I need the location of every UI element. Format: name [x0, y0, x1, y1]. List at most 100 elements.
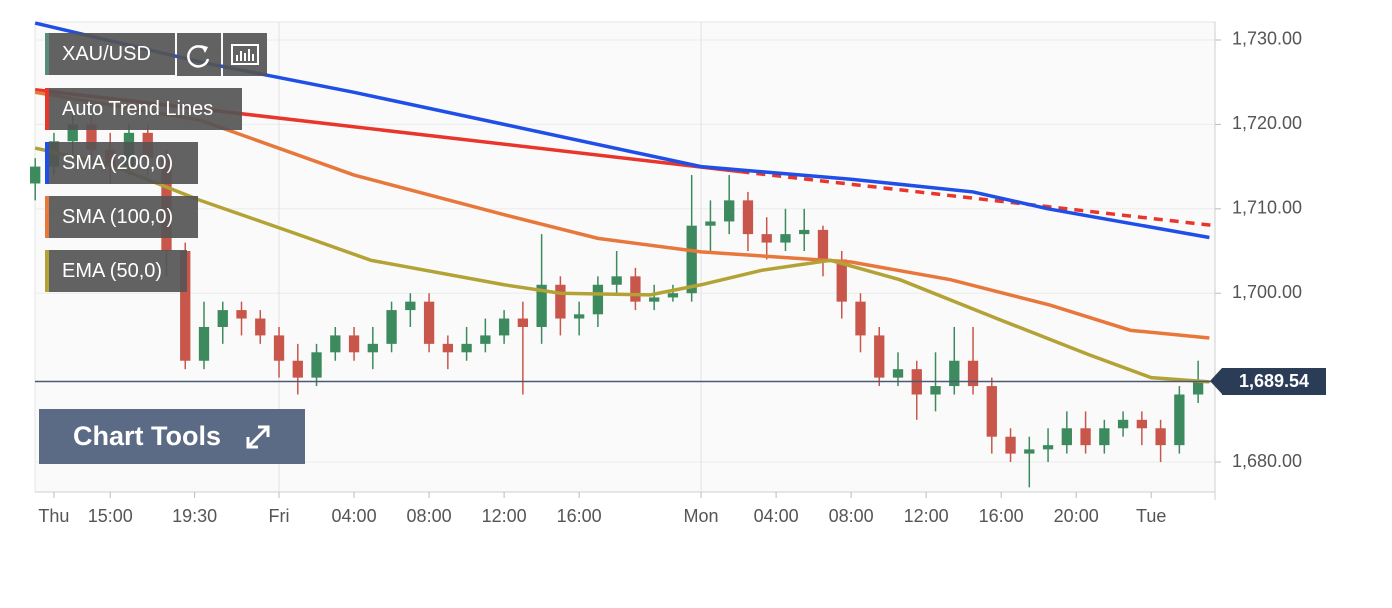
indicator-button[interactable] [223, 33, 267, 76]
legend-stripe [45, 88, 49, 130]
series-line [34, 146, 1210, 384]
candle-body [67, 124, 78, 142]
icon-bars [236, 49, 254, 61]
legend-item[interactable]: SMA (200,0) [45, 142, 198, 184]
legend-label: Auto Trend Lines [62, 98, 214, 120]
candle-body [742, 200, 754, 235]
candle-body [686, 225, 697, 294]
y-tick-label: 1,680.00 [1232, 451, 1302, 471]
legend-label: XAU/USD [62, 43, 151, 65]
x-tick-label: 12:00 [904, 506, 949, 526]
candle-body [1024, 449, 1035, 454]
legend-stripe [45, 142, 49, 184]
candle-body [180, 251, 191, 361]
candle-body [780, 234, 791, 243]
legend-stripe [45, 250, 49, 292]
candle-body [836, 259, 847, 302]
candle-body [630, 276, 641, 302]
candle-body [611, 276, 622, 285]
candle-body [423, 301, 435, 344]
candle-body [348, 335, 360, 353]
candle-body [761, 234, 772, 243]
refresh-arrow [201, 45, 208, 53]
y-tick-label: 1,700.00 [1232, 282, 1302, 302]
x-tick-label: 04:00 [332, 506, 377, 526]
x-tick-label: 20:00 [1054, 506, 1099, 526]
candle-body [1061, 428, 1072, 446]
candle-body [649, 297, 660, 302]
candle-body [480, 335, 491, 344]
candle-body [311, 352, 322, 378]
candle-body [949, 360, 960, 387]
x-tick-label: 16:00 [979, 506, 1024, 526]
candle-body [986, 386, 997, 437]
candle-body [817, 229, 829, 260]
candle-body [799, 229, 810, 235]
legend-item[interactable]: EMA (50,0) [45, 250, 187, 292]
candle-body [498, 318, 510, 336]
legend-label: EMA (50,0) [62, 260, 163, 282]
candle-body [517, 318, 529, 327]
candle-body [1174, 394, 1185, 446]
legend-symbol[interactable]: XAU/USD [45, 33, 175, 75]
x-tick-label: Mon [684, 506, 719, 526]
x-tick-label: Fri [269, 506, 290, 526]
legend-stripe [45, 196, 49, 238]
candle-body [442, 343, 453, 353]
candle-body [236, 310, 247, 319]
candle-body [1005, 436, 1016, 454]
icon-frame [231, 44, 259, 65]
candle-body [86, 124, 97, 150]
candle-body [1192, 381, 1204, 395]
x-tick-label: 19:30 [172, 506, 217, 526]
candle-body [555, 284, 566, 319]
candle-body [573, 314, 585, 319]
legend-item[interactable]: SMA (100,0) [45, 196, 198, 238]
refresh-button[interactable] [177, 33, 221, 76]
chart-tools-label: Chart Tools [73, 421, 221, 451]
candle-body [705, 221, 716, 226]
candle-body [930, 386, 941, 395]
y-tick-label: 1,720.00 [1232, 113, 1302, 133]
candle-body [1099, 428, 1110, 446]
y-tick-label: 1,730.00 [1232, 29, 1302, 49]
expand-icon [246, 425, 270, 449]
legend-stripe [45, 33, 49, 75]
x-tick-label: 08:00 [407, 506, 452, 526]
candle-body [330, 335, 341, 353]
indicator-icon [231, 44, 259, 65]
x-tick-label: Thu [38, 506, 69, 526]
candle-body [1080, 428, 1091, 446]
chart-tools-button[interactable]: Chart Tools [39, 409, 305, 464]
candle-body [273, 335, 285, 361]
candle-body [30, 166, 41, 184]
candle-body [667, 293, 679, 298]
candle-body [255, 318, 266, 336]
candle-body [874, 335, 885, 378]
legend-label: SMA (200,0) [62, 152, 174, 174]
current-price-label: 1,689.54 [1210, 368, 1326, 395]
candle-body [461, 343, 472, 353]
candle-body [1136, 419, 1148, 429]
x-tick-label: 15:00 [88, 506, 133, 526]
candle-body [592, 284, 604, 315]
series-line [34, 90, 1210, 340]
candle-body [386, 310, 397, 344]
legend-item[interactable]: Auto Trend Lines [45, 88, 242, 130]
x-tick-label: 16:00 [557, 506, 602, 526]
candle-body [367, 343, 378, 353]
candle-body [724, 200, 735, 222]
y-tick-label: 1,710.00 [1232, 198, 1302, 218]
refresh-arc [187, 45, 210, 68]
x-tick-label: 12:00 [482, 506, 527, 526]
candle-body [292, 360, 303, 378]
x-tick-label: Tue [1136, 506, 1166, 526]
candle-body [967, 360, 979, 387]
candle-body [405, 301, 416, 311]
candle-body [1117, 419, 1129, 429]
x-tick-label: 04:00 [754, 506, 799, 526]
candle-body [198, 326, 210, 361]
candle-body [855, 301, 866, 336]
legend-label: SMA (100,0) [62, 206, 174, 228]
